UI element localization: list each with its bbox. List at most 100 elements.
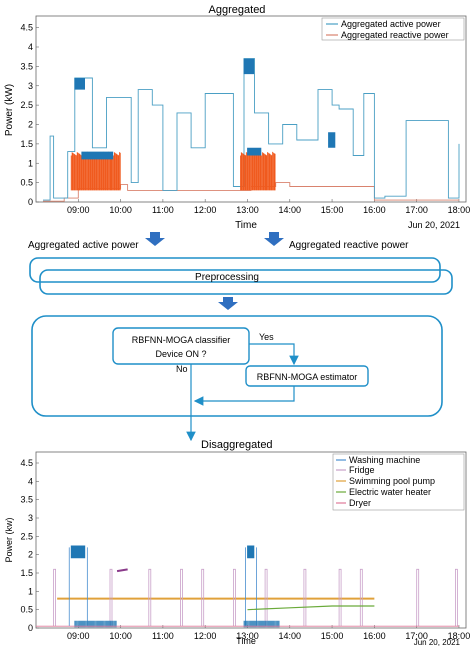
bottom-ytick-label: 4 [28, 476, 33, 486]
bottom-chart-yticks: 0 0.5 1 1.5 2 2.5 3 3.5 4 4.5 [20, 458, 39, 633]
top-xtick-label: 11:00 [152, 205, 174, 215]
series-fridge-pulses [53, 568, 458, 627]
yes-connector [249, 343, 299, 366]
legend-reactive: Aggregated reactive power [341, 30, 449, 40]
top-chart-xlabel: Time [235, 220, 257, 231]
bottom-xtick-label: 11:00 [152, 631, 174, 641]
classifier-line2: Device ON ? [155, 349, 206, 359]
preprocessing-box-front [39, 269, 453, 295]
legend-heater: Electric water heater [349, 487, 431, 497]
top-xtick-label: 10:00 [109, 205, 132, 215]
top-chart-xticks: 09:00 10:00 11:00 12:00 13:00 14:00 15:00 16:00… [67, 199, 470, 215]
series-washing-edges-1 [68, 547, 88, 627]
bottom-xtick-label: 12:00 [194, 631, 217, 641]
yes-label: Yes [259, 332, 274, 342]
top-chart-ylabel: Power (kW) [4, 84, 15, 136]
series-washing-low-1 [74, 620, 117, 628]
active-burst-1 [74, 78, 85, 90]
top-xtick-label: 15:00 [321, 205, 344, 215]
bottom-xtick-label: 14:00 [279, 631, 302, 641]
legend-pool: Swimming pool pump [349, 476, 435, 486]
bottom-ytick-label: 2.5 [20, 531, 33, 541]
top-ytick-label: 0.5 [20, 178, 33, 188]
preprocessing-label: Preprocessing [195, 272, 259, 283]
bottom-ytick-label: 0.5 [20, 605, 33, 615]
top-chart-yticks: 0 0.5 1 1.5 2 2.5 3 3.5 4 4.5 [20, 23, 39, 207]
active-burst-4 [81, 151, 114, 160]
input-arrow-left-icon [145, 232, 165, 246]
bottom-ytick-label: 4.5 [20, 458, 33, 468]
bottom-legend: Washing machine Fridge Swimming pool pum… [332, 453, 465, 511]
legend-washing: Washing machine [349, 455, 420, 465]
bottom-ytick-label: 3.5 [20, 495, 33, 505]
bottom-ytick-label: 2 [28, 550, 33, 560]
top-ytick-label: 2 [28, 120, 33, 130]
bottom-chart-xlabel: Time [236, 636, 256, 646]
classifier-line1: RBFNN-MOGA classifier [132, 335, 231, 345]
top-xtick-label: 12:00 [194, 205, 217, 215]
top-chart-title: Aggregated [209, 4, 266, 16]
series-washing-edges-2 [245, 547, 257, 627]
down-arrow-icon [218, 297, 238, 310]
flow-left-input: Aggregated active power [28, 240, 139, 251]
bottom-chart-plot [36, 545, 459, 628]
top-xtick-label: 09:00 [67, 205, 90, 215]
bottom-ytick-label: 1 [28, 586, 33, 596]
active-burst-2 [243, 58, 255, 75]
active-burst-3 [247, 147, 262, 156]
series-washing-burst-1 [70, 545, 86, 559]
legend-fridge: Fridge [349, 465, 375, 475]
top-ytick-label: 3.5 [20, 61, 33, 71]
bottom-chart-ylabel: Power (kw) [4, 517, 14, 562]
top-chart-date: Jun 20, 2021 [408, 220, 460, 230]
bottom-chart-date: Jun 20, 2021 [414, 638, 461, 647]
top-ytick-label: 3 [28, 81, 33, 91]
series-active-line [43, 58, 460, 201]
estimator-return-connector [193, 386, 295, 406]
top-chart-frame [35, 15, 467, 203]
flow-diagram: Aggregated active power Aggregated react… [28, 232, 453, 451]
bottom-xtick-label: 17:00 [405, 631, 428, 641]
top-ytick-label: 0 [28, 197, 33, 207]
top-legend: Aggregated active power Aggregated react… [321, 17, 465, 41]
top-ytick-label: 2.5 [20, 100, 33, 110]
bottom-chart-frame [35, 451, 467, 629]
top-ytick-label: 4.5 [20, 23, 33, 33]
process-container [31, 315, 443, 417]
top-xtick-label: 14:00 [279, 205, 302, 215]
legend-dryer: Dryer [349, 498, 371, 508]
bottom-xtick-label: 18:00 [448, 631, 471, 641]
bottom-ytick-label: 3 [28, 513, 33, 523]
bottom-ytick-label: 1.5 [20, 568, 33, 578]
top-ytick-label: 1.5 [20, 139, 33, 149]
series-washing-low-2 [243, 620, 280, 628]
top-xtick-label: 16:00 [363, 205, 386, 215]
estimator-box [245, 365, 369, 387]
legend-active: Aggregated active power [341, 19, 441, 29]
estimator-label: RBFNN-MOGA estimator [257, 372, 358, 382]
input-arrow-right-icon [264, 232, 284, 246]
no-label: No [176, 364, 188, 374]
reactive-burst-2 [240, 151, 276, 191]
top-xtick-label: 17:00 [405, 205, 428, 215]
reactive-burst-1 [70, 151, 121, 191]
active-burst-5 [328, 132, 336, 148]
bottom-xtick-label: 13:00 [236, 631, 259, 641]
series-fridge-line [116, 568, 128, 573]
classifier-box [112, 327, 250, 365]
series-heater-line [247, 605, 375, 611]
bottom-xtick-label: 09:00 [67, 631, 90, 641]
flow-right-input: Aggregated reactive power [289, 240, 409, 251]
series-washing-burst-2 [247, 545, 255, 559]
top-chart-plot [43, 58, 460, 202]
bottom-xtick-label: 16:00 [363, 631, 386, 641]
top-ytick-label: 4 [28, 42, 33, 52]
top-ytick-label: 1 [28, 158, 33, 168]
bottom-chart-xticks: 09:00 10:00 11:00 12:00 13:00 14:00 15:00 16:00… [67, 625, 470, 641]
bottom-xtick-label: 10:00 [109, 631, 132, 641]
top-xtick-label: 13:00 [236, 205, 259, 215]
bottom-xtick-label: 15:00 [321, 631, 344, 641]
disaggregated-title: Disaggregated [201, 439, 273, 451]
bottom-ytick-label: 0 [28, 623, 33, 633]
